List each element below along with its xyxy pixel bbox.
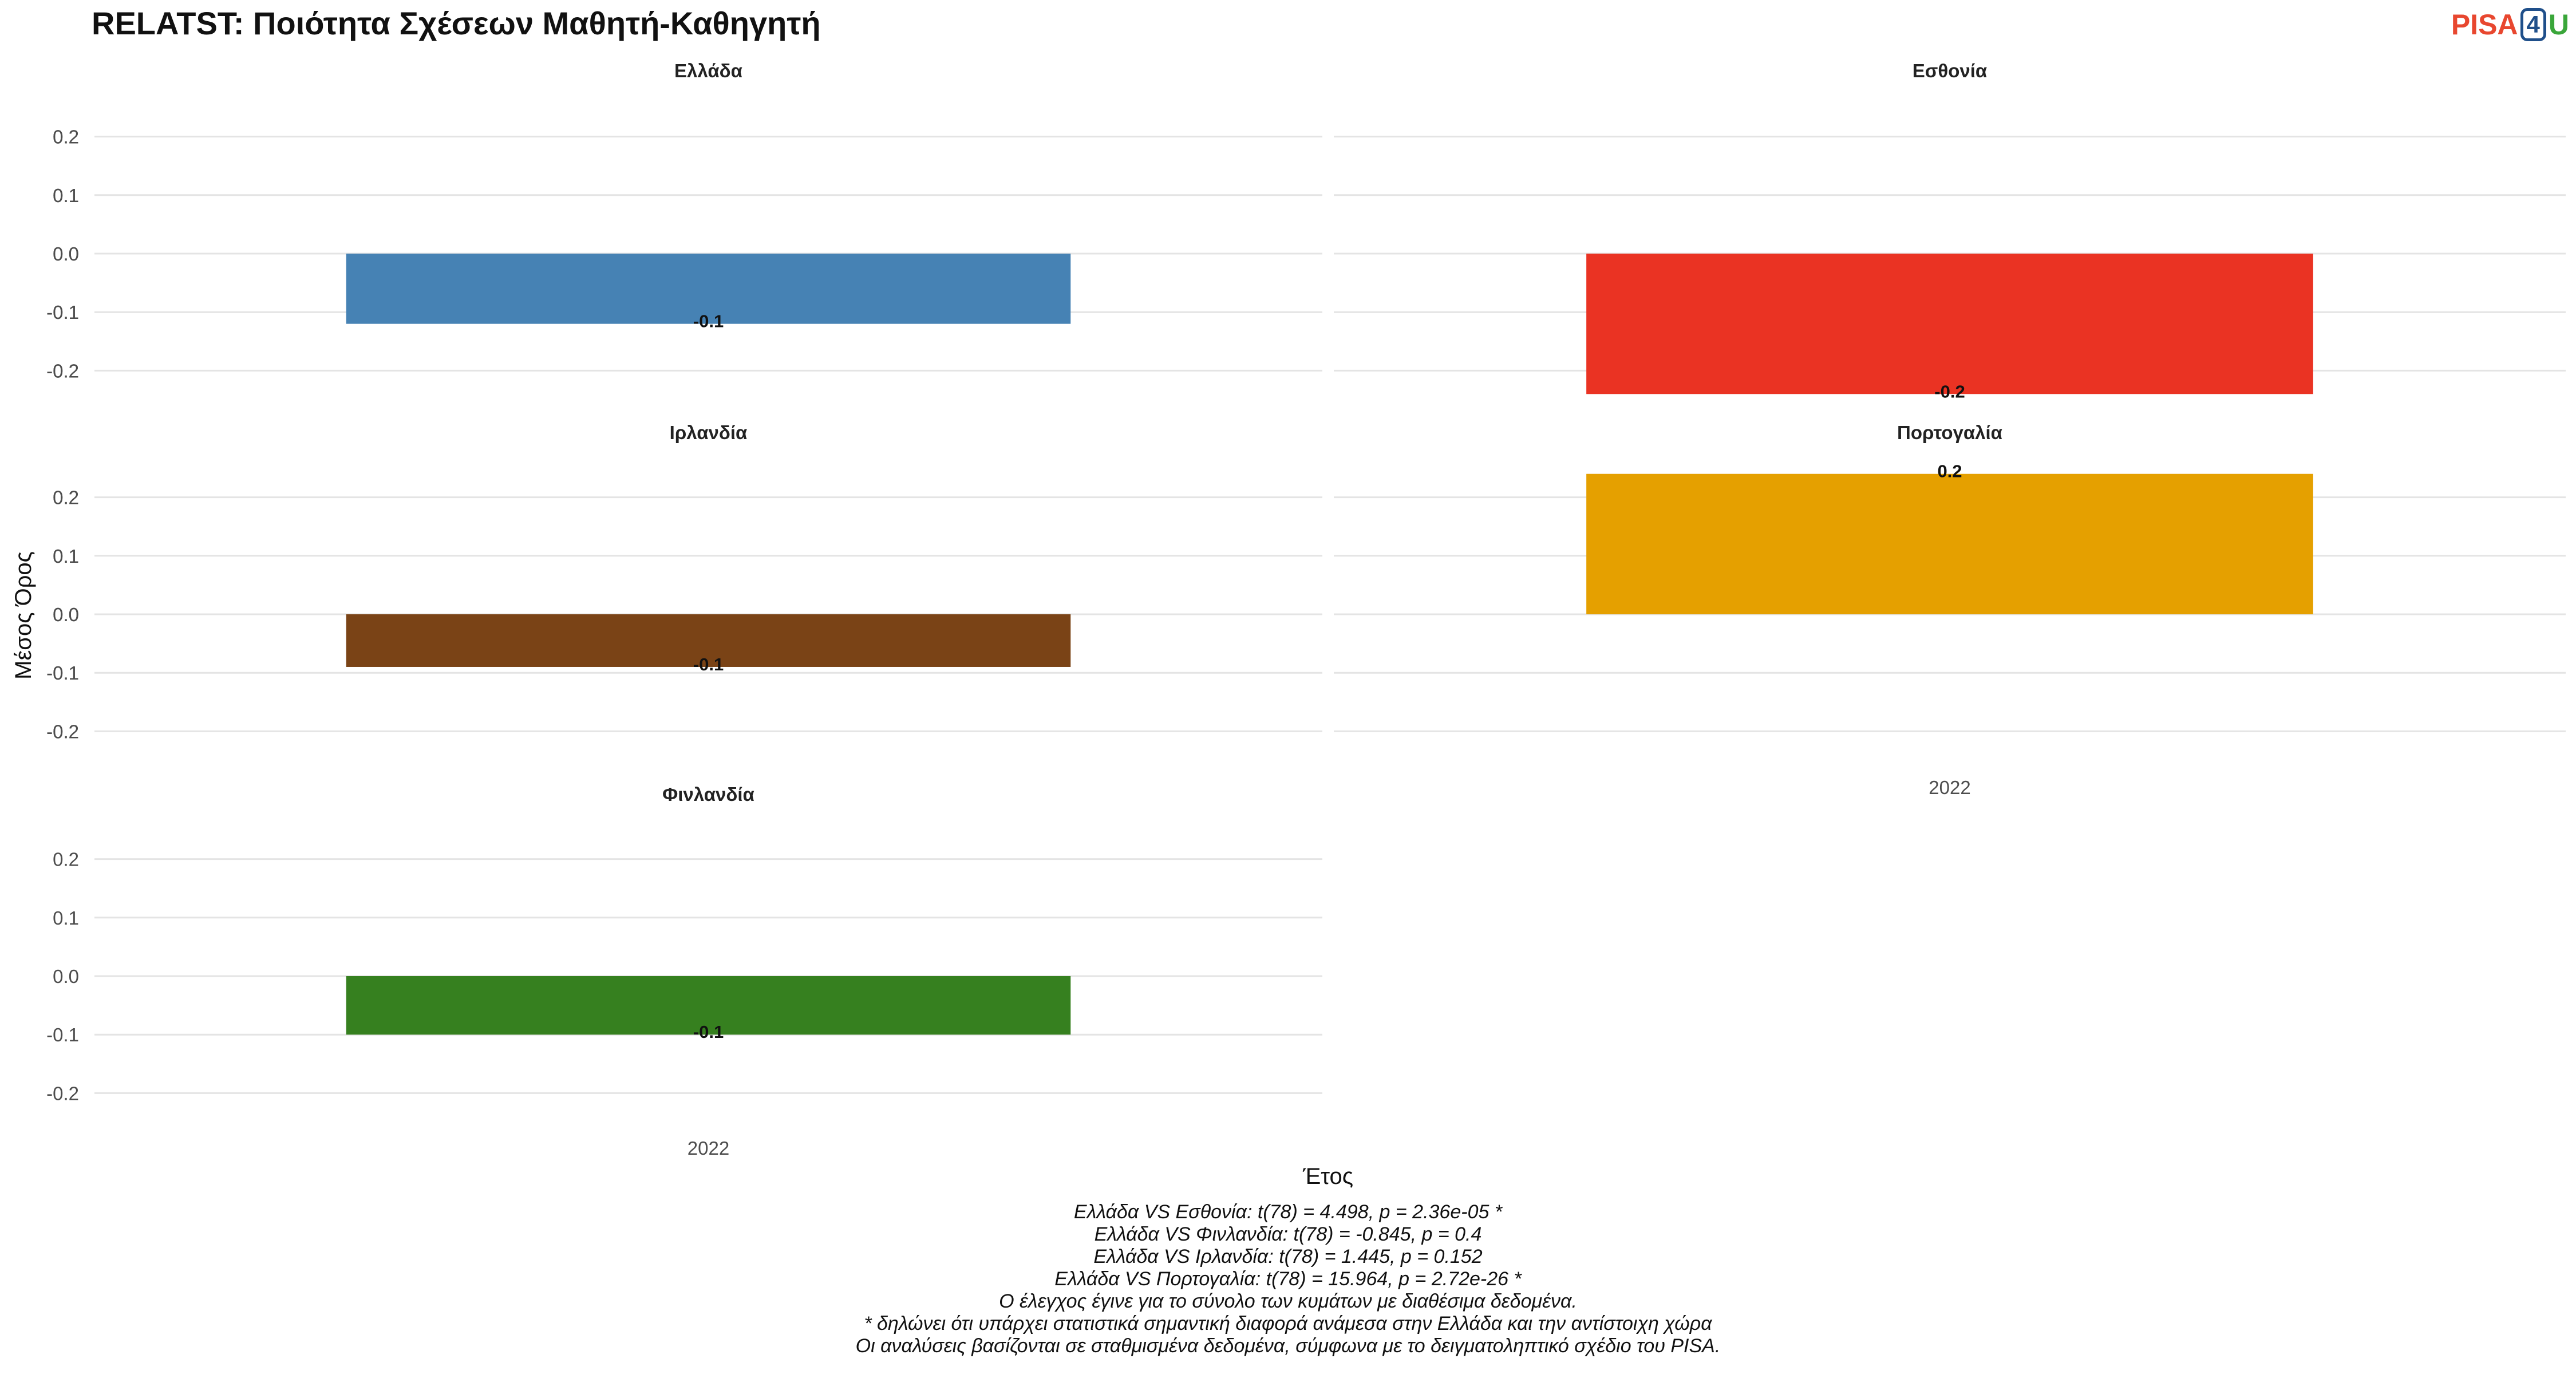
- data-label: 0.2: [1937, 461, 1962, 481]
- y-tick-label: -0.1: [46, 662, 79, 684]
- bar: [346, 614, 1071, 667]
- x-tick-label: 2022: [1929, 777, 1970, 798]
- footnote-line: Ελλάδα VS Εσθονία: t(78) = 4.498, p = 2.…: [1073, 1201, 1503, 1223]
- x-tick-label: 2022: [688, 1138, 729, 1159]
- bar: [346, 254, 1071, 324]
- y-tick-label: -0.2: [46, 721, 79, 742]
- y-tick-label: 0.0: [53, 243, 79, 264]
- y-tick-label: 0.0: [53, 604, 79, 625]
- y-tick-label: 0.0: [53, 243, 79, 264]
- y-tick-label: 0.1: [53, 546, 79, 567]
- panel-title: Ελλάδα: [674, 60, 742, 81]
- bar: [346, 976, 1071, 1035]
- logo-u: U: [2548, 9, 2569, 41]
- y-tick-label: -0.2: [46, 360, 79, 381]
- y-tick-label: -0.1: [46, 302, 79, 323]
- data-label: -0.2: [1934, 381, 1965, 401]
- y-tick-label: 0.0: [53, 604, 79, 625]
- y-tick-label: -0.2: [46, 360, 79, 381]
- logo-four: 4: [2520, 8, 2546, 41]
- panel-title: Ιρλανδία: [670, 422, 748, 443]
- y-tick-label: 0.2: [53, 849, 79, 870]
- data-label: -0.1: [693, 1022, 724, 1042]
- y-tick-label: 0.2: [53, 487, 79, 508]
- y-tick-label: 0.2: [53, 127, 79, 148]
- x-axis-title: Έτος: [1302, 1164, 1353, 1189]
- panel-title: Φινλανδία: [662, 784, 754, 805]
- y-tick-label: -0.2: [46, 1083, 79, 1104]
- footnote-line: Οι αναλύσεις βασίζονται σε σταθμισμένα δ…: [855, 1335, 1721, 1357]
- footnotes: Ελλάδα VS Εσθονία: t(78) = 4.498, p = 2.…: [0, 1201, 2576, 1357]
- y-tick-label: 0.1: [53, 907, 79, 929]
- pisa4u-logo: PISA 4 U: [2451, 8, 2569, 41]
- panel-title: Πορτογαλία: [1897, 422, 2002, 443]
- faceted-bar-chart: Ελλάδα 0.2 0.1 0.0 -0.1 -0.2 -0.1 Εσθονία 0.2 0.1…: [11, 60, 2566, 1189]
- y-tick-label: 0.2: [53, 487, 79, 508]
- footnote-line: Ο έλεγχος έγινε για το σύνολο των κυμάτω…: [999, 1290, 1577, 1312]
- y-tick-label: 0.1: [53, 546, 79, 567]
- footnote-line: Ελλάδα VS Ιρλανδία: t(78) = 1.445, p = 0…: [1093, 1246, 1483, 1268]
- y-tick-label: 0.1: [53, 185, 79, 206]
- footnote-line: * δηλώνει ότι υπάρχει στατιστικά σημαντι…: [864, 1313, 1712, 1334]
- data-label: -0.1: [693, 654, 724, 674]
- y-tick-label: -0.1: [46, 302, 79, 323]
- y-tick-label: 0.1: [53, 185, 79, 206]
- y-tick-label: 0.2: [53, 127, 79, 148]
- data-label: -0.1: [693, 311, 724, 331]
- y-tick-label: -0.1: [46, 662, 79, 684]
- y-tick-label: -0.1: [46, 1024, 79, 1045]
- bar: [1586, 254, 2313, 394]
- panel-title: Εσθονία: [1913, 60, 1987, 81]
- page-title: RELATST: Ποιότητα Σχέσεων Μαθητή-Καθηγητ…: [92, 5, 821, 41]
- y-axis-title: Μέσος Όρος: [11, 551, 36, 680]
- footnote-line: Ελλάδα VS Φινλανδία: t(78) = -0.845, p =…: [1094, 1223, 1482, 1245]
- footnote-line: Ελλάδα VS Πορτογαλία: t(78) = 15.964, p …: [1054, 1268, 1522, 1290]
- y-tick-label: -0.2: [46, 721, 79, 742]
- y-tick-label: 0.0: [53, 966, 79, 987]
- logo-pisa: PISA: [2451, 9, 2518, 41]
- bar: [1586, 473, 2313, 614]
